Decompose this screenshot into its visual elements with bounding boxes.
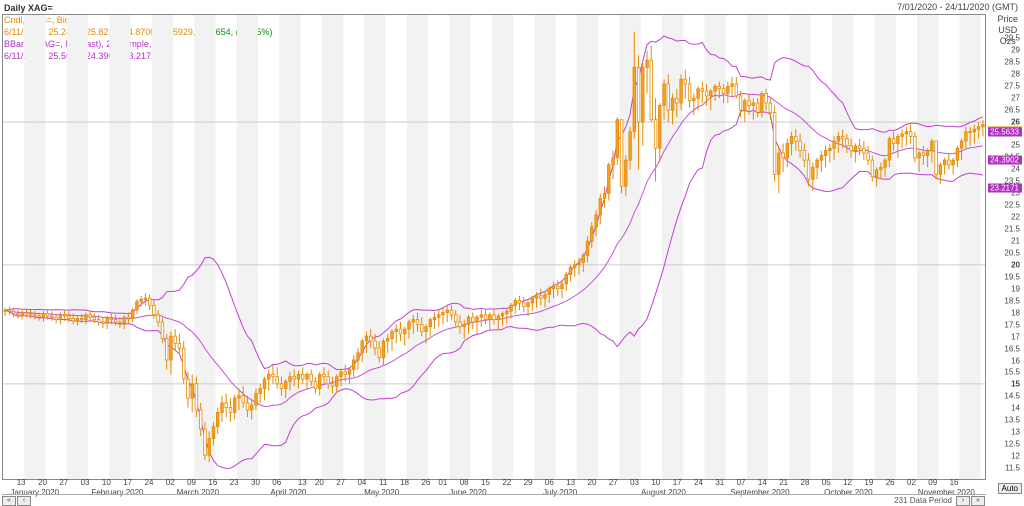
x-tick: 30 [251, 478, 260, 487]
x-tick: 02 [907, 478, 916, 487]
price-marker: 24.3902 [988, 156, 1022, 165]
x-tick: 06 [545, 478, 554, 487]
x-tick: 26 [421, 478, 430, 487]
x-tick: 13 [298, 478, 307, 487]
x-tick: 13 [17, 478, 26, 487]
plot-area[interactable] [2, 14, 986, 480]
x-tick: 27 [59, 478, 68, 487]
x-tick: 18 [400, 478, 409, 487]
x-tick: 21 [779, 478, 788, 487]
price-marker: 23.2171 [988, 184, 1022, 193]
x-tick: 27 [609, 478, 618, 487]
x-tick: 19 [864, 478, 873, 487]
x-tick: 24 [694, 478, 703, 487]
nav-fast-forward-button[interactable]: » [971, 496, 985, 506]
x-tick: 17 [673, 478, 682, 487]
x-tick: 09 [928, 478, 937, 487]
chart-title: Daily XAG= [4, 2, 272, 14]
autoscale-button[interactable]: Auto [998, 483, 1022, 494]
nav-rewind-button[interactable]: « [2, 496, 16, 506]
x-tick: 08 [460, 478, 469, 487]
x-tick: 22 [502, 478, 511, 487]
x-tick: 26 [886, 478, 895, 487]
x-tick: 05 [822, 478, 831, 487]
x-tick: 24 [145, 478, 154, 487]
x-tick: 28 [801, 478, 810, 487]
x-tick: 03 [81, 478, 90, 487]
x-tick: 20 [315, 478, 324, 487]
date-range: 7/01/2020 - 24/11/2020 (GMT) [897, 2, 1018, 12]
x-tick: 20 [38, 478, 47, 487]
y-axis-ticks: 11.51212.51313.51414.515.51616.51717.518… [988, 14, 1022, 480]
x-tick: 15 [481, 478, 490, 487]
x-tick: 11 [379, 478, 387, 487]
x-tick: 06 [272, 478, 281, 487]
x-tick: 04 [357, 478, 366, 487]
x-tick: 17 [123, 478, 132, 487]
nav-bar: « ‹ 231 Data Period › » [2, 494, 986, 506]
nav-status-text: 231 Data Period [894, 496, 952, 505]
x-tick: 29 [524, 478, 533, 487]
x-tick: 14 [758, 478, 767, 487]
x-tick: 07 [737, 478, 746, 487]
nav-back-button[interactable]: ‹ [17, 496, 31, 506]
x-tick: 16 [208, 478, 217, 487]
price-marker: 25.5633 [988, 127, 1022, 136]
x-tick: 27 [336, 478, 345, 487]
x-tick: 10 [651, 478, 660, 487]
x-tick: 09 [187, 478, 196, 487]
x-tick: 23 [230, 478, 239, 487]
x-tick: 31 [715, 478, 724, 487]
x-tick: 03 [630, 478, 639, 487]
plot-svg [3, 15, 985, 479]
x-tick: 10 [102, 478, 111, 487]
nav-forward-button[interactable]: › [956, 496, 970, 506]
x-tick: 02 [166, 478, 175, 487]
x-tick: 12 [843, 478, 852, 487]
x-tick: 20 [588, 478, 597, 487]
x-tick: 13 [566, 478, 575, 487]
x-tick: 16 [950, 478, 959, 487]
chart-root: Daily XAG= Cndl, XAG=, Bid 6/11/2020, 25… [0, 0, 1024, 506]
x-tick: 01 [438, 478, 447, 487]
